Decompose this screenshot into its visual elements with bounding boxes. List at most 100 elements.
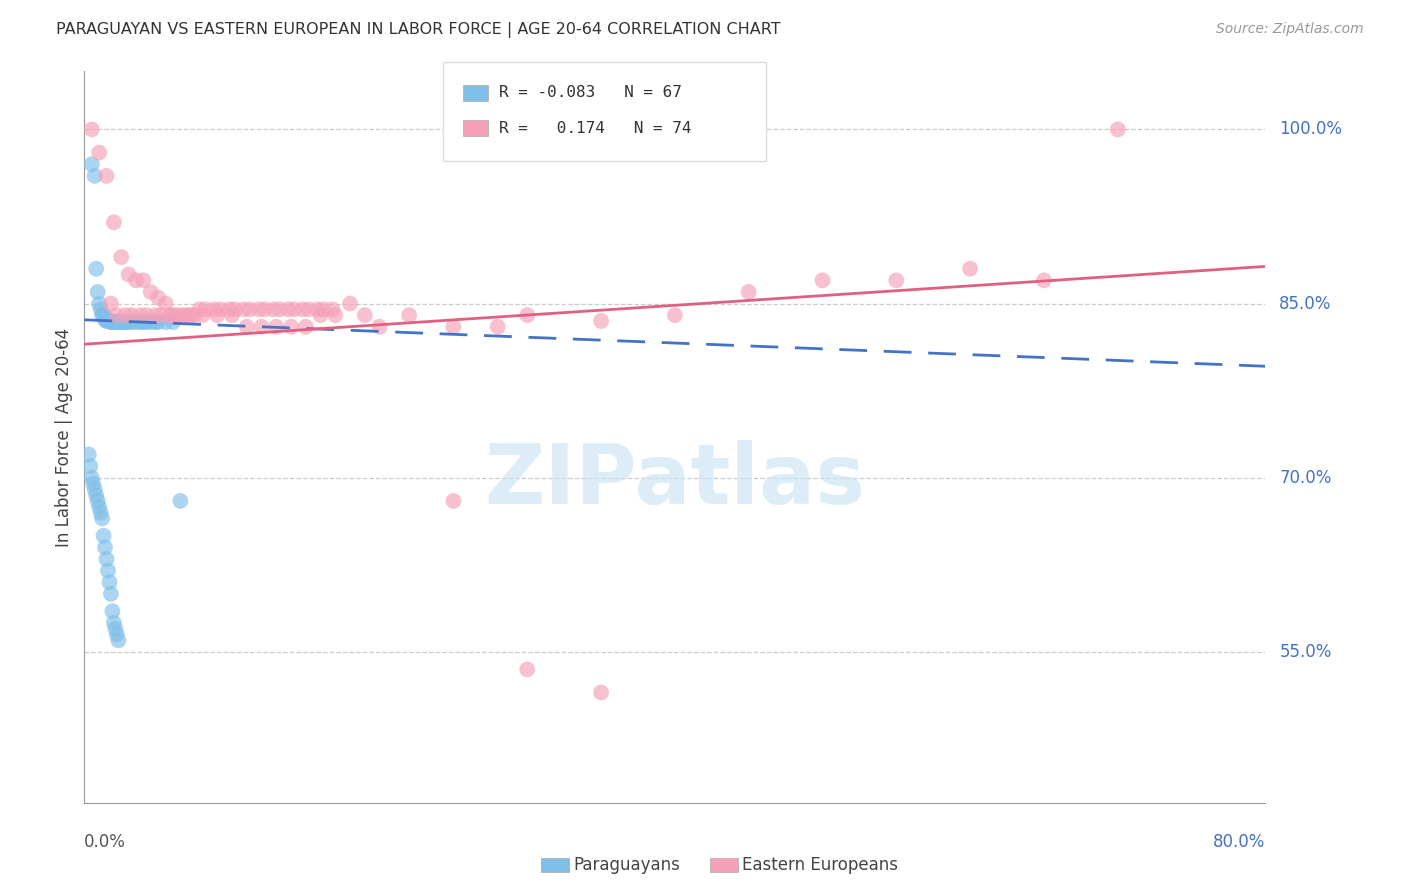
Point	[103, 315, 125, 329]
Point	[180, 308, 202, 322]
Point	[96, 313, 118, 327]
Point	[84, 261, 107, 276]
Point	[105, 315, 128, 329]
Point	[112, 315, 135, 329]
Point	[232, 302, 254, 317]
Point	[139, 315, 162, 329]
Point	[298, 302, 321, 317]
Point	[100, 587, 122, 601]
Point	[96, 314, 118, 328]
Point	[516, 662, 538, 676]
Point	[90, 506, 112, 520]
Point	[80, 122, 103, 136]
Text: Eastern Europeans: Eastern Europeans	[742, 856, 898, 874]
Point	[307, 302, 329, 317]
Point	[516, 308, 538, 322]
Point	[91, 308, 114, 322]
Point	[262, 302, 284, 317]
Point	[97, 314, 120, 328]
Point	[239, 302, 262, 317]
Point	[269, 302, 291, 317]
Point	[224, 302, 246, 317]
Point	[104, 622, 127, 636]
Point	[80, 471, 103, 485]
Point	[80, 157, 103, 171]
Point	[132, 273, 155, 287]
Point	[104, 315, 127, 329]
Text: 70.0%: 70.0%	[1279, 468, 1331, 487]
Point	[100, 314, 122, 328]
Point	[143, 308, 166, 322]
Point	[312, 302, 335, 317]
Point	[323, 308, 347, 322]
Point	[148, 315, 170, 329]
Point	[83, 169, 105, 183]
Point	[91, 511, 114, 525]
Point	[148, 291, 170, 305]
Point	[194, 302, 217, 317]
Point	[105, 315, 128, 329]
Point	[100, 296, 122, 310]
Point	[188, 302, 211, 317]
Point	[253, 302, 276, 317]
Point	[738, 285, 761, 299]
Point	[121, 315, 143, 329]
Point	[114, 308, 136, 322]
Point	[591, 685, 613, 699]
Point	[354, 308, 377, 322]
Point	[107, 633, 129, 648]
Text: 80.0%: 80.0%	[1213, 833, 1265, 851]
Point	[101, 604, 124, 618]
Point	[264, 319, 288, 334]
Point	[97, 564, 120, 578]
Point	[105, 627, 128, 641]
Point	[110, 315, 132, 329]
Point	[118, 268, 141, 282]
Point	[96, 552, 118, 566]
Point	[1032, 273, 1054, 287]
Point	[107, 315, 129, 329]
Point	[97, 314, 120, 328]
Point	[235, 319, 259, 334]
Point	[339, 296, 361, 310]
Point	[132, 315, 155, 329]
Point	[104, 315, 127, 329]
Point	[811, 273, 834, 287]
Text: PARAGUAYAN VS EASTERN EUROPEAN IN LABOR FORCE | AGE 20-64 CORRELATION CHART: PARAGUAYAN VS EASTERN EUROPEAN IN LABOR …	[56, 22, 780, 38]
Text: R = -0.083   N = 67: R = -0.083 N = 67	[499, 86, 682, 100]
Point	[110, 315, 132, 329]
Point	[103, 215, 125, 229]
Point	[177, 308, 200, 322]
Point	[169, 494, 191, 508]
Point	[155, 296, 177, 310]
Point	[98, 314, 121, 328]
Point	[202, 302, 225, 317]
Point	[93, 308, 115, 322]
Point	[93, 529, 115, 543]
Point	[165, 308, 187, 322]
Point	[135, 315, 157, 329]
Point	[125, 273, 148, 287]
Point	[86, 285, 108, 299]
Text: 85.0%: 85.0%	[1279, 294, 1331, 312]
Point	[441, 494, 464, 508]
Point	[129, 308, 152, 322]
Point	[103, 615, 125, 630]
Point	[139, 285, 162, 299]
Point	[100, 315, 122, 329]
Point	[103, 315, 125, 329]
Point	[79, 459, 101, 474]
Point	[125, 315, 148, 329]
Point	[184, 308, 207, 322]
Point	[959, 261, 981, 276]
Point	[110, 250, 132, 264]
Point	[247, 302, 270, 317]
Point	[84, 488, 107, 502]
Point	[129, 315, 152, 329]
Text: ZIPatlas: ZIPatlas	[485, 441, 865, 522]
Point	[398, 308, 420, 322]
Point	[90, 302, 112, 317]
Point	[121, 308, 143, 322]
Point	[280, 319, 302, 334]
Point	[1107, 122, 1129, 136]
